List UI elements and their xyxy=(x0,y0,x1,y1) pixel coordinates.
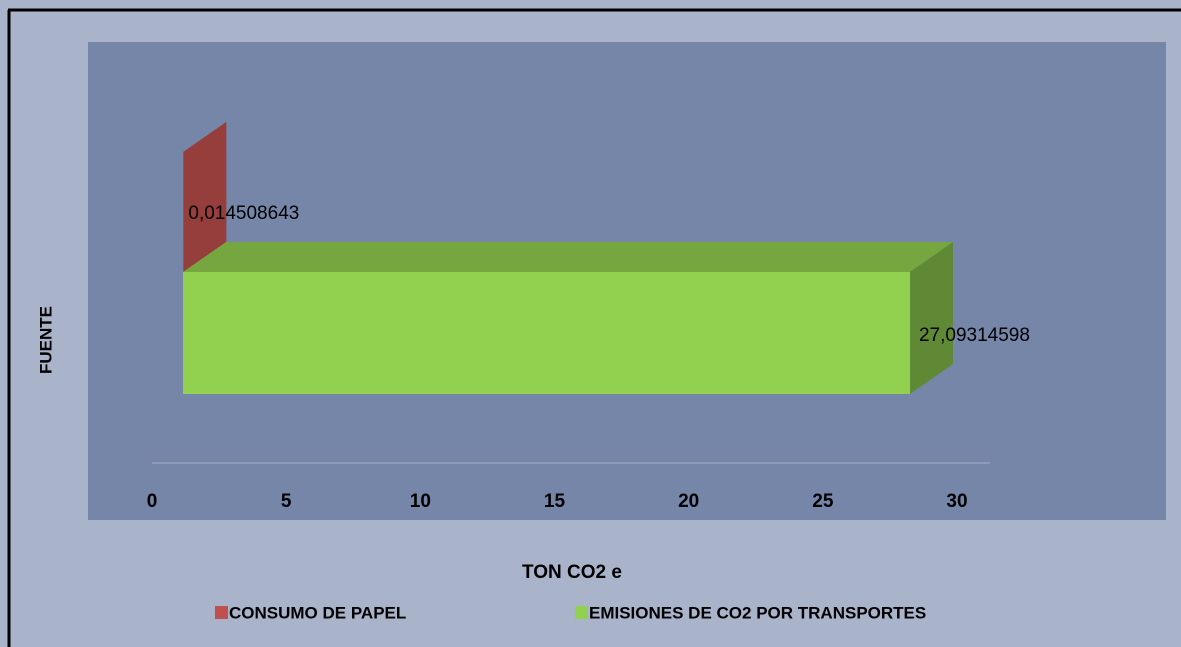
y-axis-title: FUENTE xyxy=(36,306,55,374)
x-tick-label: 10 xyxy=(410,491,431,512)
data-label: 27,09314598 xyxy=(919,325,1030,346)
bar-side-face xyxy=(183,122,227,272)
x-tick-label: 20 xyxy=(678,491,699,512)
legend-swatch xyxy=(575,606,588,619)
x-axis-title: TON CO2 e xyxy=(522,562,622,583)
x-tick-label: 30 xyxy=(946,491,967,512)
legend-swatch xyxy=(215,606,228,619)
legend-label: CONSUMO DE PAPEL xyxy=(229,603,406,622)
bar xyxy=(183,242,953,394)
x-tick-label: 15 xyxy=(544,491,566,512)
bar-top-face xyxy=(183,122,227,152)
bar-top-face xyxy=(183,242,953,272)
bar-side-face xyxy=(909,242,953,394)
bar xyxy=(183,122,227,272)
x-tick-label: 25 xyxy=(812,491,834,512)
data-label: 0,014508643 xyxy=(188,203,299,224)
bar-front-face xyxy=(183,272,910,394)
legend-label: EMISIONES DE CO2 POR TRANSPORTES xyxy=(589,603,926,622)
x-tick-label: 0 xyxy=(147,491,158,512)
x-tick-label: 5 xyxy=(281,491,292,512)
